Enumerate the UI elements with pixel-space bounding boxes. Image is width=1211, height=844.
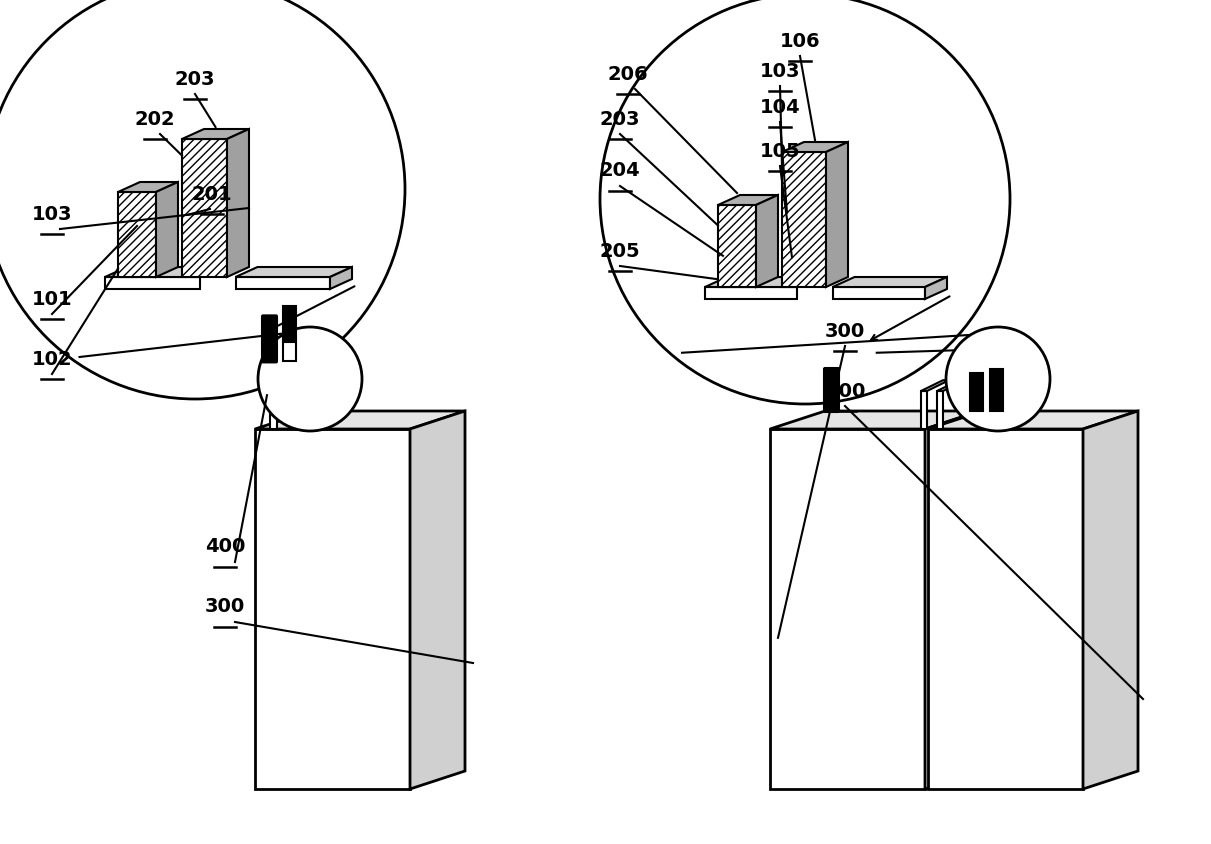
Polygon shape [156, 182, 178, 277]
Circle shape [0, 0, 404, 399]
Polygon shape [705, 287, 797, 299]
Bar [117, 192, 156, 277]
Bar [782, 152, 826, 287]
Polygon shape [705, 277, 820, 287]
Polygon shape [782, 142, 848, 152]
Polygon shape [105, 267, 222, 277]
Text: 300: 300 [825, 322, 865, 340]
Bar [308, 374, 315, 429]
Bar [718, 205, 756, 287]
FancyBboxPatch shape [262, 316, 277, 362]
Bar [289, 374, 295, 429]
Polygon shape [937, 380, 965, 391]
Polygon shape [922, 380, 949, 391]
Text: 204: 204 [599, 161, 641, 181]
Polygon shape [756, 195, 777, 287]
Polygon shape [331, 267, 352, 289]
Bar [922, 391, 926, 429]
Polygon shape [289, 361, 323, 374]
Bar [928, 429, 1083, 789]
Text: 400: 400 [825, 381, 865, 401]
Polygon shape [826, 142, 848, 287]
Text: 101: 101 [31, 289, 73, 309]
Bar [937, 391, 943, 429]
Bar [970, 373, 983, 411]
Polygon shape [226, 129, 249, 277]
Text: 205: 205 [599, 241, 641, 261]
Polygon shape [925, 411, 980, 789]
Circle shape [599, 0, 1010, 404]
Bar [283, 342, 295, 361]
Text: 206: 206 [608, 64, 648, 84]
Text: 104: 104 [759, 98, 800, 116]
Polygon shape [925, 277, 947, 299]
Bar [283, 306, 295, 342]
Polygon shape [718, 195, 777, 205]
Bar [182, 139, 226, 277]
Polygon shape [182, 129, 249, 139]
Bar [770, 429, 925, 789]
Bar [256, 429, 411, 789]
Polygon shape [833, 287, 925, 299]
Text: 202: 202 [134, 110, 176, 128]
Polygon shape [308, 361, 343, 374]
Circle shape [946, 327, 1050, 431]
Text: 203: 203 [599, 110, 641, 128]
Polygon shape [105, 277, 200, 289]
Polygon shape [235, 267, 352, 277]
Polygon shape [770, 411, 980, 429]
Text: 300: 300 [205, 598, 245, 616]
Polygon shape [235, 277, 331, 289]
Text: 400: 400 [205, 538, 245, 556]
Polygon shape [270, 361, 304, 374]
Text: 103: 103 [759, 62, 800, 80]
Text: 105: 105 [759, 142, 800, 160]
Circle shape [258, 327, 362, 431]
Polygon shape [1083, 411, 1138, 789]
Text: 103: 103 [31, 204, 73, 224]
Polygon shape [833, 277, 947, 287]
Polygon shape [411, 411, 465, 789]
Text: 201: 201 [191, 185, 233, 203]
FancyBboxPatch shape [823, 368, 839, 412]
Text: 203: 203 [174, 69, 216, 89]
Polygon shape [928, 411, 1138, 429]
Bar [270, 374, 277, 429]
Text: 102: 102 [31, 349, 73, 369]
Polygon shape [256, 411, 465, 429]
Bar [991, 369, 1003, 411]
Polygon shape [117, 182, 178, 192]
Text: 106: 106 [780, 31, 820, 51]
